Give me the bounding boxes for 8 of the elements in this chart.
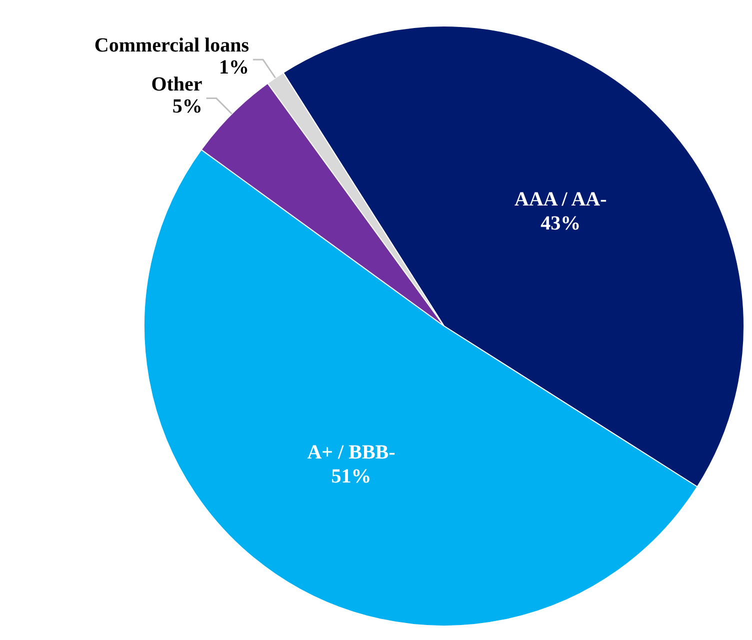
slice-label: AAA / AA- <box>514 188 607 210</box>
slice-label: Commercial loans <box>94 34 250 57</box>
slice-label: Other <box>151 73 202 96</box>
data-label: 5% <box>172 95 202 118</box>
data-label: 1% <box>219 56 250 79</box>
data-label: 51% <box>331 465 372 488</box>
slice-label: A+ / BBB- <box>307 441 396 464</box>
data-label: 43% <box>540 212 581 234</box>
